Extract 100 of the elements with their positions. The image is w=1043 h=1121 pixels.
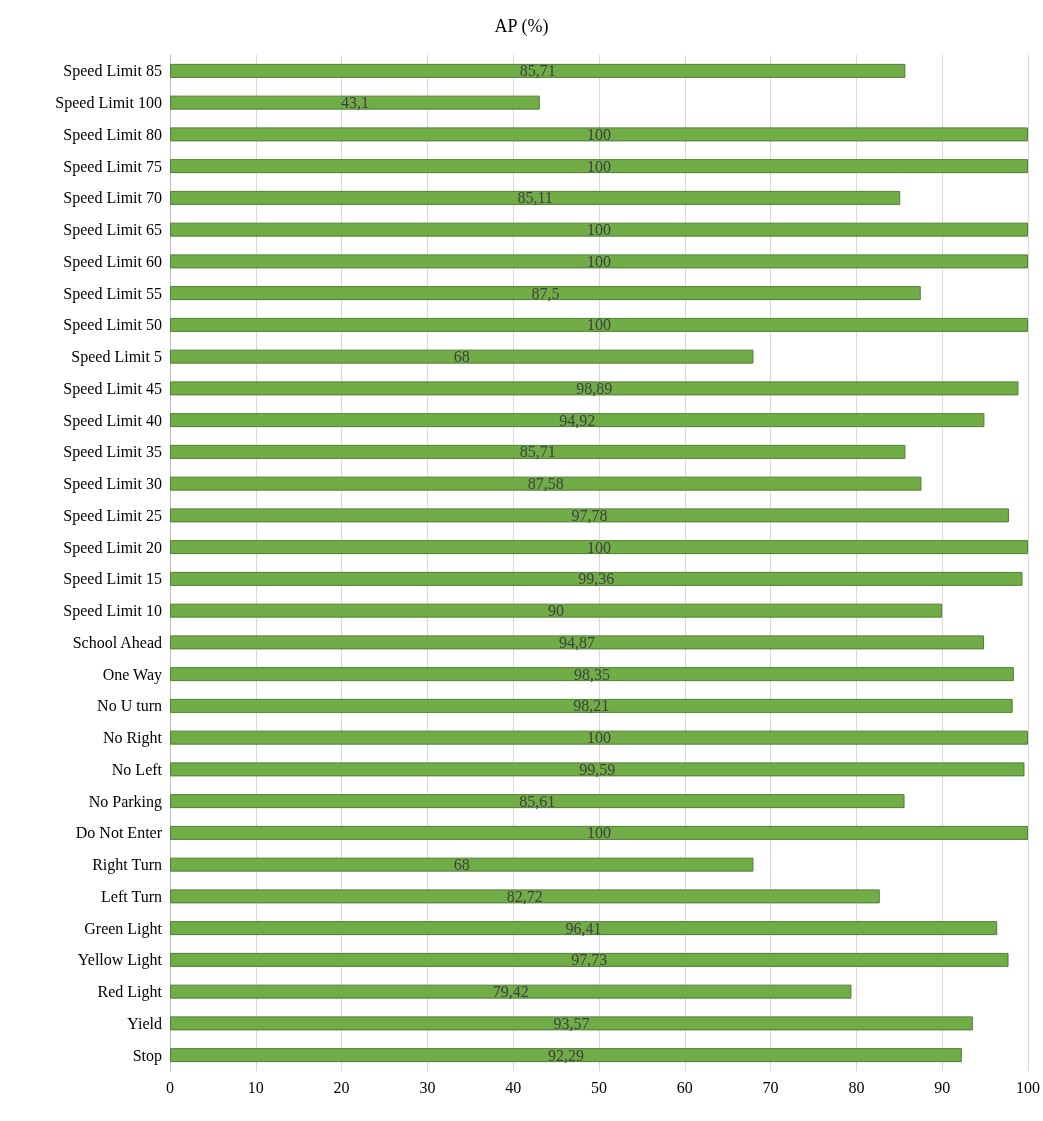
data-label: 85,11 <box>517 189 553 207</box>
y-tick-label: Speed Limit 10 <box>63 602 162 621</box>
y-tick-label: Speed Limit 15 <box>63 570 162 589</box>
bar <box>170 476 922 491</box>
bar <box>170 825 1028 840</box>
data-label: 100 <box>587 157 611 175</box>
y-tick-label: Stop <box>132 1046 162 1065</box>
bar <box>170 571 1023 586</box>
data-label: 43,1 <box>340 94 369 112</box>
chart-title: AP (%) <box>494 16 549 37</box>
x-tick-label: 40 <box>505 1078 522 1096</box>
y-tick-label: No Left <box>111 760 163 778</box>
bar <box>170 857 754 872</box>
data-label: 100 <box>587 252 611 270</box>
data-label: 82,72 <box>506 887 543 905</box>
y-tick-label: Green Light <box>84 919 163 938</box>
y-tick-label: No Parking <box>88 792 162 811</box>
x-tick-label: 30 <box>419 1078 436 1096</box>
bar <box>170 381 1019 396</box>
data-label: 87,5 <box>531 284 560 302</box>
data-label: 99,59 <box>579 760 616 778</box>
x-tick-label: 0 <box>166 1078 174 1096</box>
bar <box>170 413 985 428</box>
bar <box>170 286 921 301</box>
bar <box>170 984 852 999</box>
data-label: 98,21 <box>573 697 610 715</box>
data-label: 100 <box>587 316 611 334</box>
x-tick-label: 10 <box>247 1078 264 1096</box>
data-label: 98,89 <box>576 379 613 397</box>
bar <box>170 349 754 364</box>
y-tick-label: Speed Limit 50 <box>63 316 162 335</box>
x-tick-label: 90 <box>934 1078 951 1096</box>
bar <box>170 63 906 78</box>
data-label: 79,42 <box>492 983 529 1001</box>
x-tick-label: 80 <box>848 1078 865 1096</box>
data-label: 68 <box>453 856 470 874</box>
y-tick-label: Speed Limit 65 <box>63 221 162 240</box>
y-tick-label: Speed Limit 55 <box>63 284 162 303</box>
y-tick-label: Speed Limit 20 <box>63 538 162 557</box>
bar <box>170 444 906 459</box>
y-tick-label: Speed Limit 45 <box>63 379 162 398</box>
data-label: 87,58 <box>527 475 564 493</box>
bar <box>170 698 1013 713</box>
x-tick-label: 20 <box>333 1078 350 1096</box>
y-tick-label: No Right <box>102 729 163 748</box>
y-tick-label: Do Not Enter <box>75 824 163 842</box>
x-tick-label: 50 <box>591 1078 607 1096</box>
y-tick-label: Red Light <box>97 983 163 1002</box>
bar <box>170 159 1028 174</box>
data-label: 85,61 <box>519 792 556 810</box>
y-tick-label: School Ahead <box>72 633 162 651</box>
bar <box>170 762 1025 777</box>
data-label: 100 <box>587 125 611 143</box>
y-tick-label: Yield <box>127 1014 162 1032</box>
bar <box>170 254 1028 269</box>
bar <box>170 667 1014 682</box>
bar <box>170 127 1028 142</box>
bar <box>170 730 1028 745</box>
y-tick-label: One Way <box>102 665 162 684</box>
data-label: 96,41 <box>565 919 602 937</box>
bar <box>170 889 880 904</box>
y-tick-label: Speed Limit 70 <box>63 189 162 208</box>
data-label: 100 <box>587 538 611 556</box>
data-label: 92,29 <box>547 1046 584 1064</box>
bar <box>170 95 540 110</box>
bar <box>170 1048 962 1063</box>
y-tick-label: Speed Limit 25 <box>63 506 162 525</box>
data-label: 100 <box>587 729 611 747</box>
bar <box>170 794 905 809</box>
data-label: 99,36 <box>578 570 615 588</box>
y-tick-label: Speed Limit 85 <box>63 62 162 81</box>
data-label: 93,57 <box>553 1014 590 1032</box>
y-tick-label: Speed Limit 40 <box>63 411 162 430</box>
bar <box>170 1016 973 1031</box>
data-label: 100 <box>587 221 611 239</box>
bar <box>170 508 1009 523</box>
x-tick-label: 100 <box>1016 1078 1040 1096</box>
data-label: 98,35 <box>573 665 610 683</box>
y-tick-label: Yellow Light <box>77 951 163 970</box>
data-label: 90 <box>548 602 565 620</box>
bar <box>170 317 1028 332</box>
data-label: 85,71 <box>519 62 556 80</box>
data-label: 94,87 <box>558 633 595 651</box>
data-label: 85,71 <box>519 443 556 461</box>
data-label: 94,92 <box>559 411 596 429</box>
x-tick-label: 70 <box>762 1078 779 1096</box>
data-label: 100 <box>587 824 611 842</box>
data-label: 97,78 <box>571 506 608 524</box>
x-tick-label: 60 <box>676 1078 693 1096</box>
bar <box>170 635 984 650</box>
bar <box>170 921 998 936</box>
y-tick-label: Speed Limit 35 <box>63 443 162 462</box>
bar <box>170 540 1028 555</box>
bar <box>170 190 901 205</box>
bar <box>170 222 1028 237</box>
y-tick-label: Speed Limit 5 <box>71 348 162 367</box>
y-tick-label: Right Turn <box>92 856 162 875</box>
y-tick-label: No U turn <box>97 697 162 715</box>
y-tick-label: Left Turn <box>101 887 162 905</box>
y-tick-label: Speed Limit 100 <box>55 94 162 113</box>
